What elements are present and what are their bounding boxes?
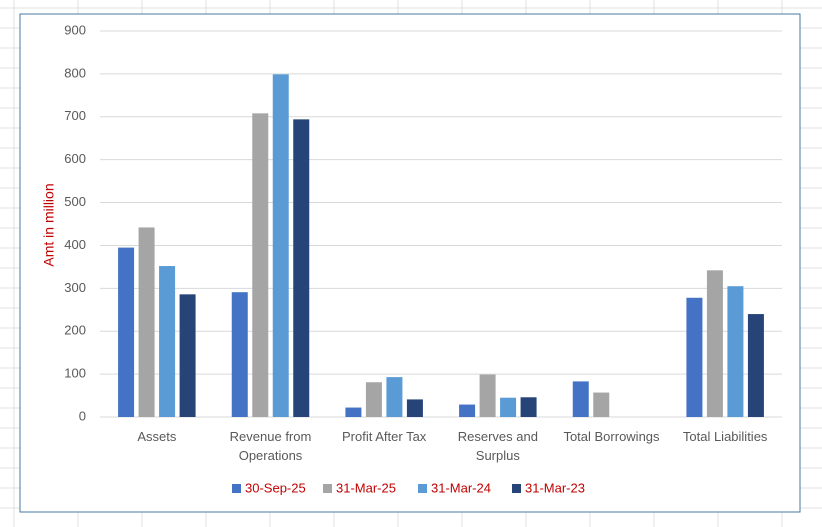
legend-swatch: [418, 484, 427, 493]
y-tick-label: 400: [64, 237, 86, 252]
legend-label: 31-Mar-23: [525, 480, 585, 495]
x-tick-label: Total Borrowings: [563, 429, 660, 444]
bar: [272, 74, 289, 417]
bar: [118, 247, 135, 417]
bar: [706, 270, 723, 417]
bar: [386, 377, 403, 417]
bar: [159, 266, 176, 417]
y-tick-label: 100: [64, 366, 86, 381]
legend-label: 31-Mar-24: [431, 480, 491, 495]
legend-label: 31-Mar-25: [336, 480, 396, 495]
x-tick-label: Total Liabilities: [682, 429, 768, 444]
y-tick-label: 300: [64, 280, 86, 295]
x-tick-label: Profit After Tax: [342, 429, 427, 444]
y-tick-label: 700: [64, 108, 86, 123]
bar: [500, 397, 517, 417]
legend-swatch: [232, 484, 241, 493]
bar: [365, 382, 382, 417]
y-tick-label: 800: [64, 65, 86, 80]
legend-label: 30-Sep-25: [245, 480, 306, 495]
y-tick-label: 500: [64, 194, 86, 209]
bar: [593, 392, 610, 417]
bar: [727, 286, 744, 417]
bar: [345, 407, 362, 417]
bar: [459, 404, 476, 417]
x-tick-label: Reserves and Surplus: [457, 429, 538, 463]
bar: [406, 399, 423, 417]
y-tick-label: 0: [79, 408, 86, 423]
bar: [252, 113, 269, 417]
bar: [520, 397, 537, 417]
bar: [572, 381, 589, 417]
bar: [686, 297, 703, 417]
bar: [747, 314, 764, 417]
bar: [293, 119, 310, 418]
y-axis-label: Amt in million: [41, 183, 57, 266]
bar: [231, 292, 248, 417]
x-tick-label: Revenue from Operations: [229, 429, 312, 463]
y-tick-label: 600: [64, 151, 86, 166]
bar: [179, 294, 196, 417]
bar: [479, 374, 496, 417]
y-tick-label: 200: [64, 323, 86, 338]
legend-swatch: [323, 484, 332, 493]
y-tick-label: 900: [64, 22, 86, 37]
legend-swatch: [512, 484, 521, 493]
bar: [138, 227, 155, 417]
x-tick-label: Assets: [137, 429, 177, 444]
